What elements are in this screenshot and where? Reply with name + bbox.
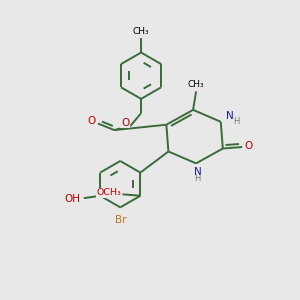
Text: CH₃: CH₃ [133,27,149,36]
Text: H: H [233,117,240,126]
Text: O: O [121,118,130,128]
Text: N: N [226,111,233,122]
Text: OCH₃: OCH₃ [97,188,122,197]
Text: CH₃: CH₃ [188,80,204,89]
Text: H: H [194,174,201,183]
Text: OH: OH [64,194,80,204]
Text: O: O [87,116,96,126]
Text: N: N [194,167,201,177]
Text: O: O [244,141,253,152]
Text: Br: Br [115,215,126,225]
